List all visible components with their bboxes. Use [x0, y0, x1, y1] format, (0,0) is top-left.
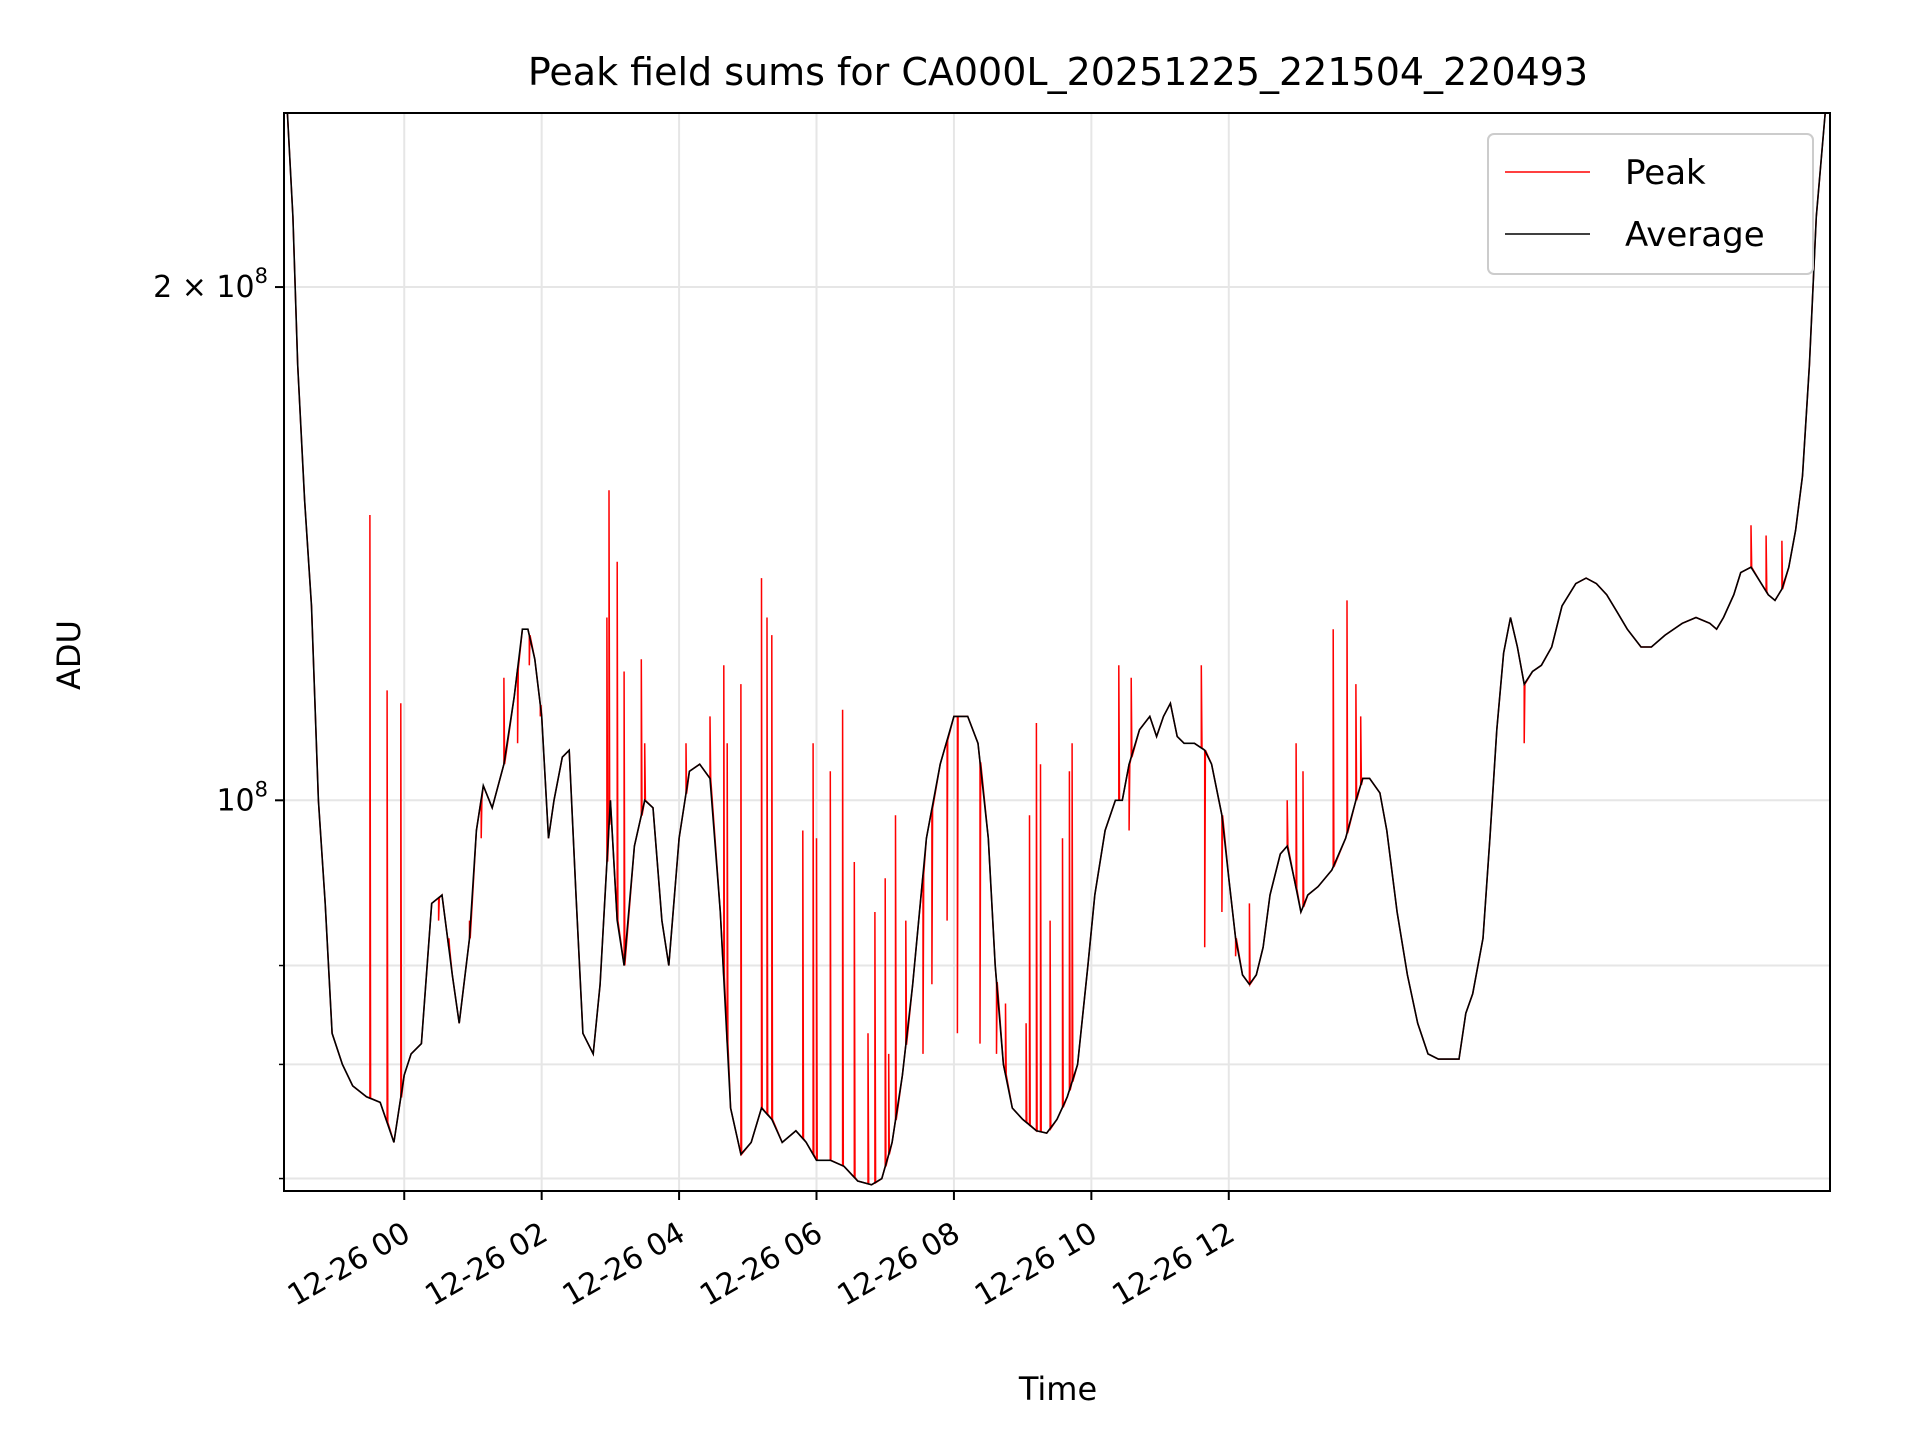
plot-series	[286, 113, 1826, 1186]
x-axis-label: Time	[1018, 1370, 1097, 1408]
plot-frame	[283, 112, 1831, 1192]
y-tick-label: 108	[216, 777, 268, 818]
legend-box	[1487, 133, 1814, 275]
y-tick-label: 2 × 108	[153, 264, 268, 305]
legend-label-average: Average	[1625, 215, 1765, 255]
legend-label-peak: Peak	[1625, 153, 1706, 193]
series-line-average	[286, 113, 1826, 1186]
chart-title: Peak field sums for CA000L_20251225_2215…	[528, 50, 1588, 94]
legend: Peak Average	[1487, 133, 1814, 275]
y-axis-label: ADU	[50, 620, 88, 690]
grid	[284, 113, 1830, 1191]
y-axis: 108 2 × 108	[153, 264, 284, 1180]
